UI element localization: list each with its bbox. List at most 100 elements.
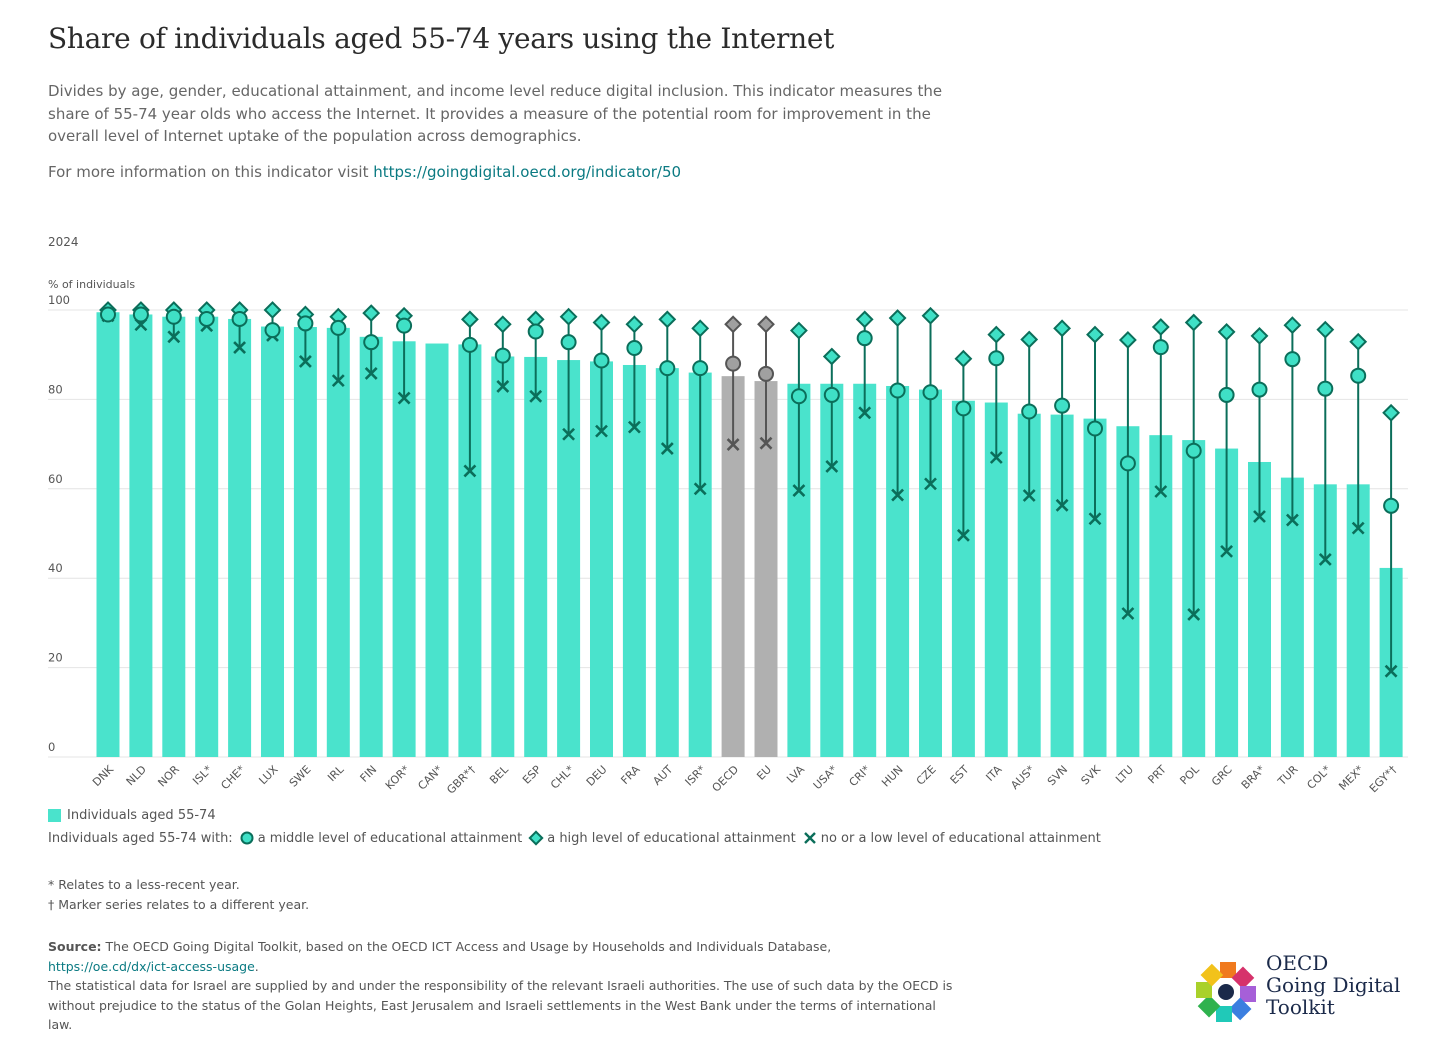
marker-middle xyxy=(165,308,182,325)
x-tick-label: DEU xyxy=(584,763,610,789)
source: Source: The OECD Going Digital Toolkit, … xyxy=(48,937,953,1035)
marker-high xyxy=(263,301,282,319)
marker-low xyxy=(924,477,937,491)
x-tick-label: EST xyxy=(948,763,972,787)
logo-line-2: Going Digital xyxy=(1266,973,1401,997)
marker-low xyxy=(1055,498,1069,512)
marker-low xyxy=(1022,489,1036,502)
marker-middle xyxy=(264,322,281,339)
bar-cri xyxy=(853,383,877,757)
legend-bar: Individuals aged 55-74 xyxy=(48,808,216,823)
legend-diamond-icon xyxy=(528,830,544,846)
marker-low xyxy=(858,406,872,420)
y-tick-label: 60 xyxy=(48,472,63,486)
x-tick-label: SWE xyxy=(287,763,314,790)
y-axis-label: % of individuals xyxy=(48,278,135,291)
marker-high xyxy=(888,309,907,327)
marker-middle xyxy=(758,365,774,382)
marker-low xyxy=(167,330,181,344)
bar-deu xyxy=(590,361,613,757)
legend-circle-icon xyxy=(240,831,254,845)
source-link[interactable]: https://oe.cd/dx/ict-access-usage xyxy=(48,958,255,974)
x-tick-label: POL xyxy=(1177,762,1202,787)
x-tick-label: CHL* xyxy=(548,763,577,792)
marker-high xyxy=(362,304,381,323)
bar-cze xyxy=(919,389,942,757)
bar-ita xyxy=(984,402,1008,757)
x-tick-label: USA* xyxy=(811,763,841,793)
marker-middle xyxy=(1350,367,1367,384)
x-tick-label: AUS* xyxy=(1008,763,1037,792)
marker-middle xyxy=(494,347,511,364)
marker-high xyxy=(1349,332,1368,351)
x-tick-label: FIN xyxy=(358,763,380,785)
legend-bar-label: Individuals aged 55-74 xyxy=(67,808,216,823)
marker-middle xyxy=(363,334,380,351)
x-tick-label: CAN* xyxy=(415,763,445,793)
marker-low xyxy=(1154,485,1168,498)
x-tick-label: LUX xyxy=(256,763,280,787)
x-tick-label: ITA xyxy=(983,763,1004,784)
marker-high xyxy=(724,315,743,334)
marker-middle xyxy=(231,310,248,327)
bar-isl xyxy=(195,316,219,757)
bar-eu xyxy=(754,381,778,757)
y-tick-label: 100 xyxy=(48,293,70,307)
x-tick-label: PRT xyxy=(1145,763,1169,787)
marker-high xyxy=(1086,325,1104,344)
x-tick-label: ISR* xyxy=(683,763,709,789)
marker-low xyxy=(660,442,674,455)
indicator-link[interactable]: https://goingdigital.oecd.org/indicator/… xyxy=(373,163,682,181)
marker-middle xyxy=(790,388,807,405)
marker-middle xyxy=(1119,455,1136,472)
bar-fra xyxy=(622,364,646,757)
logo-line-1: OECD xyxy=(1266,951,1329,975)
x-tick-label: OECD xyxy=(710,763,742,795)
marker-low xyxy=(298,354,312,368)
marker-high xyxy=(1020,330,1039,349)
source-link-suffix: . xyxy=(254,958,259,974)
chart-description: Divides by age, gender, educational atta… xyxy=(48,82,943,145)
x-tick-label: COL* xyxy=(1304,763,1333,792)
bar-hun xyxy=(886,385,910,757)
x-tick-label: CZE xyxy=(914,763,939,788)
bar-bel xyxy=(491,356,515,757)
marker-low xyxy=(496,380,510,393)
marker-middle xyxy=(856,330,873,347)
x-tick-label: ISL* xyxy=(190,763,215,788)
marker-high xyxy=(954,349,973,368)
x-tick-label: EGY*† xyxy=(1367,763,1400,796)
year-label: 2024 xyxy=(48,235,79,249)
marker-high xyxy=(1250,327,1269,345)
marker-middle xyxy=(823,386,840,403)
x-tick-label: ESP xyxy=(520,763,544,787)
bar-isr xyxy=(688,372,712,757)
x-tick-label: DNK xyxy=(90,762,117,789)
bar-bra xyxy=(1248,461,1271,757)
bar-esp xyxy=(524,356,548,757)
marker-low xyxy=(989,451,1003,464)
marker-middle xyxy=(132,306,149,323)
marker-low xyxy=(627,420,641,434)
source-text: The OECD Going Digital Toolkit, based on… xyxy=(105,939,832,954)
notes: * Relates to a less-recent year. † Marke… xyxy=(48,875,309,915)
marker-low xyxy=(595,424,608,438)
bar-nor xyxy=(162,316,186,757)
bar-fin xyxy=(359,336,383,757)
bar-usa xyxy=(820,383,844,757)
marker-middle xyxy=(1383,497,1400,514)
marker-low xyxy=(693,482,707,496)
marker-low xyxy=(1384,664,1398,678)
marker-middle xyxy=(560,334,577,351)
x-tick-label: NOR xyxy=(155,763,182,790)
x-tick-label: BEL xyxy=(487,762,511,786)
marker-high xyxy=(1382,403,1401,422)
marker-high xyxy=(592,313,611,332)
marker-middle xyxy=(297,315,314,332)
bar-nld xyxy=(129,314,153,757)
x-tick-label: CRI* xyxy=(847,763,874,790)
x-tick-label: IRL xyxy=(325,762,347,784)
bar-gbr xyxy=(458,344,482,757)
marker-high xyxy=(757,315,775,334)
x-tick-label: SVN xyxy=(1045,763,1070,788)
